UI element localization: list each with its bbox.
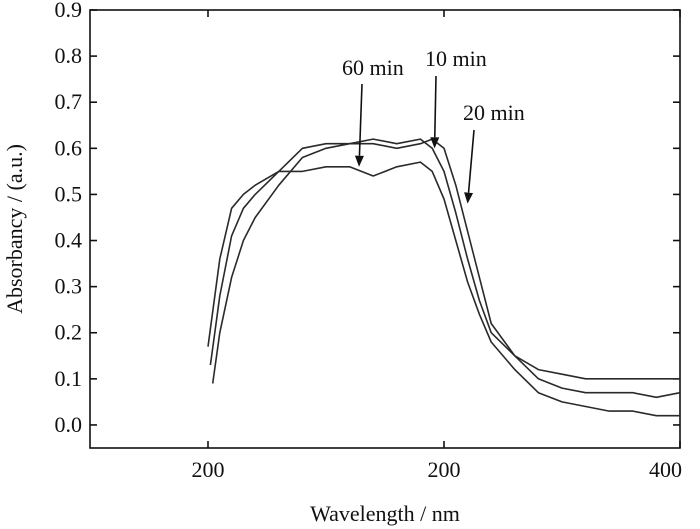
series-line-20-min <box>211 138 681 399</box>
annotation-label-20-min: 20 min <box>463 100 525 125</box>
annotation-arrow <box>358 83 363 156</box>
x-tick-label: 200 <box>428 457 461 482</box>
annotation-arrowhead <box>354 155 364 167</box>
plot-frame <box>89 9 681 449</box>
y-tick-label: 0.9 <box>55 0 83 22</box>
y-tick-label: 0.2 <box>55 320 83 345</box>
y-tick-label: 0.5 <box>55 181 83 206</box>
y-tick-label: 0.8 <box>55 43 83 68</box>
annotation-label-60-min: 60 min <box>342 55 404 80</box>
series-line-60-min <box>207 161 680 417</box>
annotation-arrow <box>467 129 475 193</box>
y-tick-label: 0.4 <box>55 228 83 253</box>
y-tick-label: 0.0 <box>55 412 83 437</box>
y-tick-label: 0.7 <box>55 89 83 114</box>
y-tick-label: 0.1 <box>55 366 83 391</box>
x-axis-ticks: 200 200 400 <box>192 10 682 482</box>
annotation-arrowhead <box>430 137 440 149</box>
annotation-arrow <box>433 75 437 138</box>
annotations: 60 min 10 min 20 min <box>342 46 525 204</box>
annotation-arrowhead <box>464 192 474 204</box>
series-line-10-min <box>209 138 680 380</box>
x-tick-label: 400 <box>649 457 682 482</box>
y-tick-label: 0.3 <box>55 274 83 299</box>
x-axis-title: Wavelength / nm <box>310 501 460 526</box>
y-axis-ticks: 0.0 0.1 0.2 0.3 0.4 0.5 0.6 0.7 0.8 0.9 <box>55 0 680 437</box>
y-tick-label: 0.6 <box>55 135 83 160</box>
y-axis-title: Absorbancy / (a.u.) <box>2 144 27 314</box>
x-tick-label: 200 <box>192 457 225 482</box>
series-lines <box>207 138 681 417</box>
annotation-label-10-min: 10 min <box>425 46 487 71</box>
